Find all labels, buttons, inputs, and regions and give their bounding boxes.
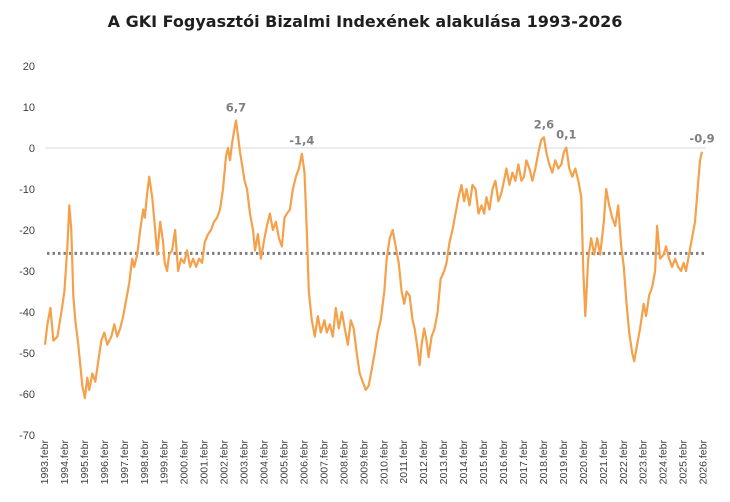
x-tick-label: 2025.febr [678, 440, 690, 485]
x-tick-label: 2026.febr [698, 440, 710, 485]
x-tick-label: 2018.febr [538, 440, 550, 485]
x-tick-label: 1997.febr [119, 440, 131, 485]
x-tick-label: 2014.febr [458, 440, 470, 485]
x-tick-label: 2020.febr [578, 440, 590, 485]
x-tick-label: 2006.febr [298, 440, 310, 485]
data-label: 2,6 [534, 117, 554, 131]
data-label: -1,4 [289, 134, 314, 148]
x-tick-label: 2011.febr [398, 440, 410, 484]
y-tick-label: -50 [19, 348, 35, 360]
x-tick-label: 2017.febr [518, 440, 530, 485]
x-tick-label: 2016.febr [498, 440, 510, 485]
y-tick-label: 10 [23, 102, 35, 114]
x-tick-label: 1998.febr [139, 440, 151, 485]
chart-title: A GKI Fogyasztói Bizalmi Indexének alaku… [107, 12, 623, 31]
x-tick-label: 1999.febr [159, 440, 171, 485]
x-tick-label: 1995.febr [79, 440, 91, 485]
x-tick-label: 2002.febr [219, 440, 231, 485]
series-line [43, 119, 704, 400]
x-tick-label: 2010.febr [378, 440, 390, 485]
data-label: 6,7 [226, 101, 246, 115]
x-axis-ticks: 1993.febr 1994.febr 1995.febr 1996.febr 1997… [39, 440, 710, 485]
x-tick-label: 2024.febr [658, 440, 670, 485]
x-tick-label: 1994.febr [59, 440, 71, 485]
y-tick-label: -10 [19, 184, 35, 196]
x-tick-label: 1996.febr [99, 440, 111, 485]
x-tick-label: 2022.febr [618, 440, 630, 485]
x-tick-label: 2015.febr [478, 440, 490, 485]
x-tick-label: 2001.febr [199, 440, 211, 485]
y-tick-label: -70 [19, 430, 35, 442]
y-tick-label: -60 [19, 389, 35, 401]
x-tick-label: 2023.febr [638, 440, 650, 485]
y-tick-label: 20 [23, 61, 35, 73]
y-tick-label: -30 [19, 266, 35, 278]
y-tick-label: -20 [19, 225, 35, 237]
y-tick-label: 0 [29, 143, 35, 155]
y-axis-ticks: 20 10 0 -10 -20 -30 -40 -50 -60 -70 [19, 61, 35, 442]
data-labels: 6,7 -1,4 2,60,1 -0,9 [226, 101, 715, 148]
x-tick-label: 2000.febr [179, 440, 191, 485]
x-tick-label: 1993.febr [39, 440, 51, 485]
data-label: -0,9 [689, 132, 714, 146]
x-tick-label: 2004.febr [259, 440, 271, 485]
x-tick-label: 2005.febr [278, 440, 290, 485]
x-tick-label: 2009.febr [358, 440, 370, 485]
x-tick-label: 2007.febr [318, 440, 330, 485]
y-tick-label: -40 [19, 307, 35, 319]
x-tick-label: 2019.febr [558, 440, 570, 485]
x-tick-label: 2008.febr [338, 440, 350, 485]
data-label: 0,1 [556, 128, 576, 142]
x-tick-label: 2003.febr [239, 440, 251, 485]
x-tick-label: 2012.febr [418, 440, 430, 485]
x-tick-label: 2013.febr [438, 440, 450, 485]
x-tick-label: 2021.febr [598, 440, 610, 485]
